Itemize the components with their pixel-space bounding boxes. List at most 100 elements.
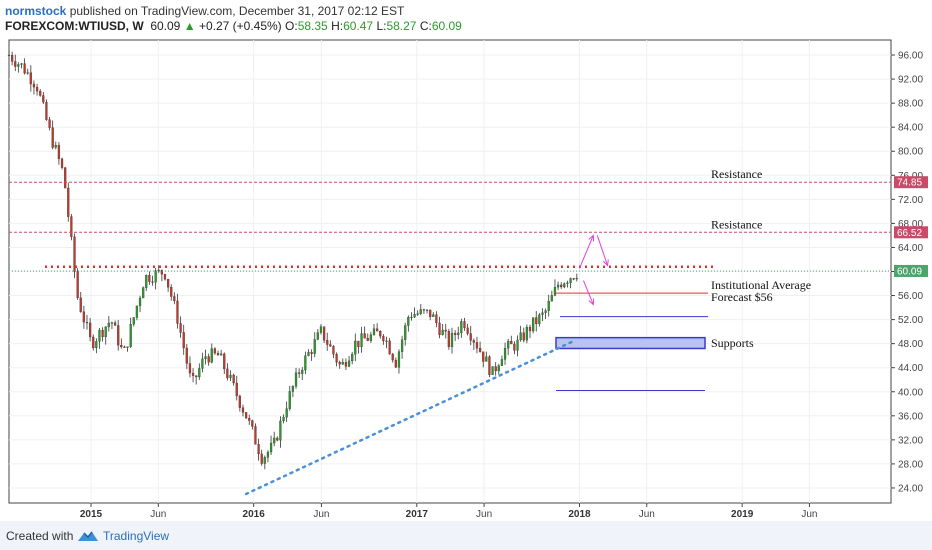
candle-body [535,317,538,325]
projection-arrow [596,235,609,266]
candle-body [263,457,266,464]
projection-arrow [583,280,594,305]
candle-body [372,328,376,335]
x-tick-label: Jun [476,509,492,520]
candle-body [132,317,135,325]
x-tick-label: Jun [313,509,329,520]
candle-body [26,72,29,74]
candle-body [351,354,354,362]
candle-body [135,305,139,318]
candle-body [360,333,363,348]
candle-body [532,317,535,332]
candle-body [117,325,120,346]
candle-body [51,127,54,148]
candle-body [556,284,560,288]
low-label: L: [376,19,387,33]
candle-body [254,426,257,445]
candle-body [191,372,195,376]
y-tick-label: 56.00 [898,291,923,302]
candle-body [432,314,435,317]
symbol-label[interactable]: FOREXCOM:WTIUSD, W [5,19,144,33]
candle-body [207,356,210,363]
candle-body [64,167,67,189]
candle-body [310,352,313,354]
candle-body [497,365,500,372]
candle-body [341,362,344,365]
candle-body [566,282,569,284]
candle-body [110,322,114,324]
price-tag [894,264,928,277]
candle-body [522,332,525,341]
candle-body [394,359,397,368]
y-tick-label: 36.00 [898,411,923,422]
candle-body [335,354,338,363]
y-tick-label: 96.00 [898,51,923,62]
drawings [9,181,891,496]
candle-body [232,374,235,384]
candle-body [29,72,32,85]
candle-body [528,326,532,332]
candle-body [244,412,248,419]
candle-body [382,335,385,342]
candle-body [304,355,307,371]
y-tick-label: 40.00 [898,387,923,398]
candle-body [385,340,388,342]
candle-body [42,95,45,103]
candle-body [170,287,173,297]
candle-body [357,340,360,348]
candle-body [95,341,98,349]
candle-body [98,329,101,342]
publish-info: published on TradingView.com, December 3… [69,4,405,18]
candle-body [463,321,466,329]
candle-body [176,300,179,324]
author-link[interactable]: normstock [5,4,67,18]
candle-body [238,395,241,408]
candles [7,50,578,470]
candle-body [344,362,348,367]
candle-body [129,324,132,347]
candle-body [70,216,73,238]
price-tag [894,226,928,239]
candle-body [248,418,251,421]
price-chart[interactable]: 96.0092.0088.0084.0080.0076.0072.0068.00… [0,0,932,521]
high-value: 60.47 [343,19,374,33]
open-label: O: [285,19,298,33]
candle-body [14,61,17,67]
candle-body [363,333,366,339]
candle-body [376,328,379,332]
candle-body [354,340,357,355]
candle-body [472,340,475,343]
candle-body [457,332,460,335]
candle-body [482,351,485,362]
annotations: Resistance 74.85 Resistance 66.52 60.09 Insti… [711,167,928,350]
candle-body [39,91,42,96]
candle-body [273,437,276,444]
projection-arrow [579,235,594,269]
tradingview-logo-icon[interactable] [76,528,100,544]
candle-body [269,442,273,453]
candle-body [441,329,444,336]
candle-body [17,64,20,67]
close-value: 60.09 [431,19,462,33]
candle-body [332,346,335,355]
candle-body [45,101,48,120]
time-axis[interactable]: 2015 Jun 2016 Jun 2017 Jun 2018 Jun 2019 Jun [80,503,818,520]
candle-body [503,348,507,360]
candle-body [488,356,491,375]
candle-body [429,309,432,317]
candle-body [166,278,170,288]
projection-arrow-head [588,298,595,306]
candle-body [188,363,192,374]
candle-body [198,368,201,378]
x-tick-label: 2019 [731,509,754,520]
x-tick-label: Jun [801,509,817,520]
quote-line: FOREXCOM:WTIUSD, W 60.09 ▲ +0.27 (+0.45%… [5,19,462,33]
candle-body [450,332,454,348]
candle-body [575,278,578,280]
chart-header: normstock published on TradingView.com, … [0,0,932,36]
candle-body [54,145,57,148]
candle-body [79,297,82,312]
candle-body [438,322,441,336]
candle-body [485,356,488,362]
tradingview-brand-link[interactable]: TradingView [103,529,170,543]
